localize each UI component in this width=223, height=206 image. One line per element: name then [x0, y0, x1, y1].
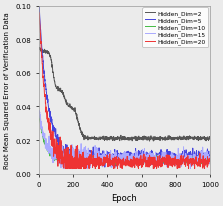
- Line: Hidden_Dim=10: Hidden_Dim=10: [39, 117, 210, 166]
- Legend: Hidden_Dim=2, Hidden_Dim=5, Hidden_Dim=10, Hidden_Dim=15, Hidden_Dim=20: Hidden_Dim=2, Hidden_Dim=5, Hidden_Dim=1…: [142, 8, 208, 48]
- Y-axis label: Root Mean Squared Error of Verification Data: Root Mean Squared Error of Verification …: [4, 12, 10, 168]
- Hidden_Dim=2: [148, 140, 151, 143]
- Hidden_Dim=5: [209, 158, 211, 161]
- Hidden_Dim=20: [55, 141, 58, 143]
- Hidden_Dim=10: [107, 158, 110, 160]
- Hidden_Dim=15: [114, 156, 116, 158]
- Hidden_Dim=5: [38, 7, 41, 9]
- Hidden_Dim=10: [55, 158, 58, 161]
- X-axis label: Epoch: Epoch: [112, 193, 137, 202]
- Line: Hidden_Dim=5: Hidden_Dim=5: [39, 8, 210, 167]
- Hidden_Dim=5: [103, 166, 106, 169]
- Hidden_Dim=10: [38, 116, 41, 118]
- Hidden_Dim=10: [171, 160, 174, 162]
- Hidden_Dim=15: [155, 157, 158, 159]
- Hidden_Dim=15: [174, 157, 177, 159]
- Hidden_Dim=15: [107, 156, 110, 158]
- Hidden_Dim=15: [56, 152, 58, 154]
- Hidden_Dim=10: [102, 165, 105, 167]
- Hidden_Dim=20: [38, 12, 41, 15]
- Hidden_Dim=15: [209, 158, 211, 161]
- Hidden_Dim=5: [107, 161, 110, 164]
- Hidden_Dim=15: [38, 110, 41, 112]
- Hidden_Dim=2: [56, 88, 58, 90]
- Hidden_Dim=5: [113, 153, 116, 156]
- Hidden_Dim=15: [38, 110, 41, 112]
- Hidden_Dim=5: [55, 136, 58, 138]
- Hidden_Dim=10: [209, 160, 211, 163]
- Hidden_Dim=10: [155, 155, 158, 158]
- Hidden_Dim=15: [62, 167, 65, 170]
- Line: Hidden_Dim=15: Hidden_Dim=15: [39, 111, 210, 169]
- Hidden_Dim=5: [174, 157, 177, 160]
- Hidden_Dim=20: [174, 160, 177, 162]
- Hidden_Dim=2: [171, 139, 174, 141]
- Hidden_Dim=2: [209, 137, 211, 139]
- Hidden_Dim=20: [64, 167, 67, 170]
- Hidden_Dim=2: [155, 137, 158, 139]
- Hidden_Dim=2: [113, 137, 116, 140]
- Hidden_Dim=20: [209, 158, 211, 160]
- Hidden_Dim=2: [107, 137, 110, 139]
- Hidden_Dim=10: [174, 159, 177, 162]
- Hidden_Dim=20: [171, 165, 174, 168]
- Hidden_Dim=5: [155, 154, 158, 156]
- Hidden_Dim=2: [38, 47, 41, 49]
- Hidden_Dim=2: [174, 137, 177, 140]
- Hidden_Dim=2: [38, 47, 41, 50]
- Hidden_Dim=20: [113, 156, 116, 158]
- Line: Hidden_Dim=2: Hidden_Dim=2: [39, 48, 210, 141]
- Line: Hidden_Dim=20: Hidden_Dim=20: [39, 14, 210, 169]
- Hidden_Dim=5: [171, 156, 174, 158]
- Hidden_Dim=15: [171, 153, 174, 156]
- Hidden_Dim=20: [155, 167, 158, 170]
- Hidden_Dim=20: [107, 165, 110, 168]
- Hidden_Dim=10: [113, 158, 116, 161]
